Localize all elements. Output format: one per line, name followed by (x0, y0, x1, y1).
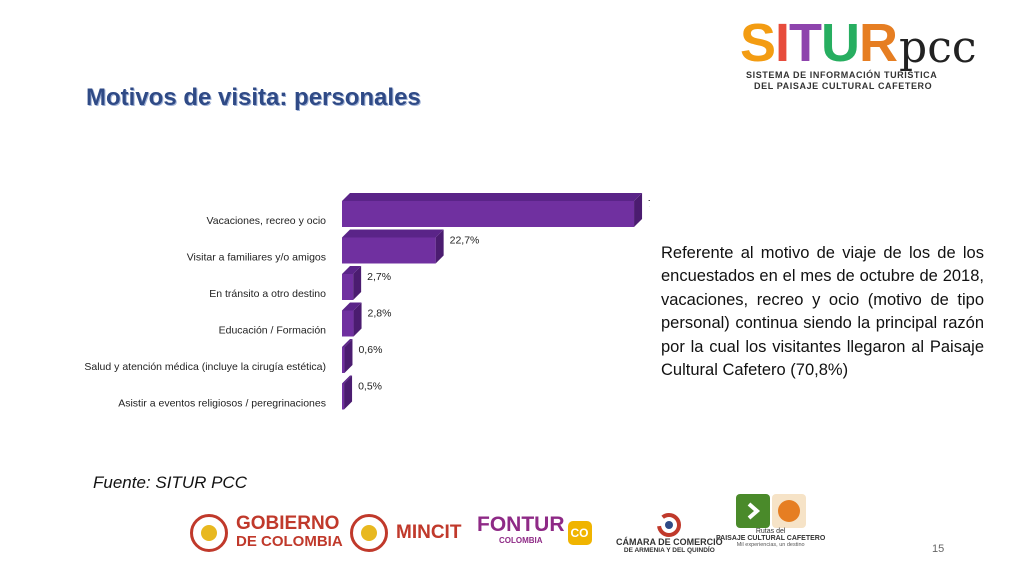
fontur-logo: FONTUR COLOMBIA CO (477, 506, 592, 560)
logo-letter-u: U (821, 13, 860, 73)
data-label: 2,7% (367, 271, 391, 283)
situr-pcc-logo: S I T U R pcc SISTEMA DE INFORMACIÓN TUR… (740, 16, 1010, 98)
bar-top (342, 229, 444, 238)
bar-side (435, 229, 444, 264)
category-label: Salud y atención médica (incluye la ciru… (84, 361, 326, 373)
bar-chart: Vacaciones, recreo y ocio 70,8% Visitar a … (84, 193, 650, 410)
category-label: Asistir a eventos religiosos / peregrina… (118, 398, 326, 410)
rutas-line1: Rutas del (755, 528, 786, 535)
data-label: 0,5% (358, 381, 382, 393)
bar-top (342, 375, 353, 384)
bar-side (353, 302, 362, 337)
page-number: 15 (932, 543, 945, 555)
colombia-seal-icon (190, 514, 228, 552)
bar (342, 274, 354, 300)
logo-pcc: pcc (899, 22, 977, 73)
data-label: 0,6% (358, 344, 382, 356)
data-label: 70,8% (648, 198, 650, 210)
data-label: 2,8% (368, 308, 392, 320)
gobierno-colombia-logo: GOBIERNO DE COLOMBIA (190, 506, 343, 560)
bar (342, 310, 354, 337)
rutas-line2: PAISAJE CULTURAL CAFETERO (716, 535, 826, 542)
bar (342, 201, 635, 227)
rutas-arrow-icon (735, 494, 770, 528)
rutas-pcc-logo: Rutas del PAISAJE CULTURAL CAFETERO Mil … (716, 494, 825, 566)
logo-letter-i: I (775, 13, 790, 73)
bar-side (344, 375, 353, 410)
fontur-badge: CO (567, 521, 592, 545)
bar-top (342, 193, 643, 201)
chart-description: Referente al motivo de viaje de los de l… (661, 244, 984, 380)
mincit-seal-icon (350, 514, 388, 552)
fontur-label: FONTUR (477, 513, 565, 536)
logo-subtitle-1: SISTEMA DE INFORMACIÓN TURÍSTICA (746, 70, 938, 80)
mincit-logo: MINCIT (350, 506, 461, 560)
rutas-line3: Mil experiencias, un destino (736, 542, 805, 548)
camara-comercio-logo: CÁMARA DE COMERCIO DE ARMENIA Y DEL QUIN… (616, 506, 723, 560)
logo-letter-t: T (789, 13, 822, 73)
bar-side (344, 339, 353, 373)
camara-line1: CÁMARA DE COMERCIO (616, 536, 723, 547)
category-label: En tránsito a otro destino (209, 288, 326, 300)
bar-side (634, 193, 643, 227)
rutas-emblem-icon (771, 494, 806, 528)
category-label: Visitar a familiares y/o amigos (187, 252, 326, 264)
gobierno-line1: GOBIERNO (236, 513, 340, 534)
source-note: Fuente: SITUR PCC (93, 473, 247, 492)
camara-swirl-icon (657, 512, 682, 537)
logo-letter-r: R (859, 13, 898, 73)
page-title: Motivos de visita: personales (86, 84, 421, 111)
bar (342, 383, 345, 410)
category-label: Vacaciones, recreo y ocio (207, 215, 327, 227)
bar-side (353, 266, 362, 300)
bar-top (342, 302, 362, 311)
fontur-sub: COLOMBIA (498, 536, 543, 545)
mincit-label: MINCIT (396, 522, 462, 543)
logo-subtitle-2: DEL PAISAJE CULTURAL CAFETERO (754, 81, 933, 91)
gobierno-line2: DE COLOMBIA (236, 533, 343, 550)
bar-top (342, 266, 362, 274)
camara-line2: DE ARMENIA Y DEL QUINDÍO (623, 546, 715, 554)
data-label: 22,7% (450, 235, 480, 247)
category-label: Educación / Formación (219, 325, 327, 337)
bar (342, 237, 436, 264)
bar (342, 347, 345, 373)
logo-letter-s: S (740, 13, 776, 73)
bar-top (342, 339, 353, 347)
